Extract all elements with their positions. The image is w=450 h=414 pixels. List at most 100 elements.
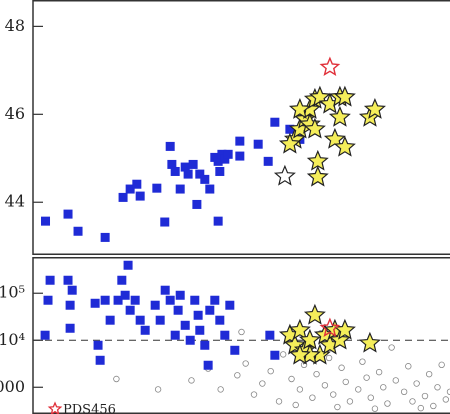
data-square (40, 330, 50, 340)
plot-area (33, 260, 450, 412)
data-circle (388, 344, 395, 351)
data-square (135, 191, 145, 201)
data-star (333, 135, 356, 157)
data-square (270, 117, 280, 127)
annotation: PDS456 (63, 403, 116, 414)
data-square (125, 305, 135, 315)
data-circle (425, 370, 433, 378)
data-square (185, 335, 195, 345)
data-square (123, 260, 133, 270)
data-square (205, 184, 215, 194)
data-circle (154, 386, 162, 393)
data-square (152, 183, 162, 193)
data-square (125, 184, 135, 194)
data-circle (400, 388, 408, 396)
data-square (193, 310, 203, 320)
data-square (41, 216, 51, 226)
data-star (303, 117, 326, 139)
data-square (223, 149, 233, 159)
data-circle (442, 396, 450, 403)
data-square (105, 315, 115, 325)
data-square (160, 285, 170, 295)
data-circle (342, 378, 349, 386)
data-square (235, 136, 245, 146)
y-tick-label: 1000 (0, 377, 25, 396)
data-square (170, 330, 180, 340)
data-square (195, 325, 205, 335)
data-square (183, 169, 193, 179)
data-circle (250, 391, 258, 398)
data-circle (113, 375, 120, 383)
data-open-star (319, 56, 341, 76)
data-star (306, 165, 329, 187)
data-circle (375, 368, 383, 376)
data-circle (280, 351, 287, 358)
data-square (180, 320, 190, 330)
data-square (217, 149, 227, 159)
data-circle (367, 394, 374, 401)
data-circle (413, 380, 420, 387)
data-square (45, 275, 55, 285)
data-square (173, 305, 183, 315)
data-star (303, 303, 326, 325)
data-circle (434, 384, 441, 391)
data-circle (355, 386, 362, 393)
data-square (155, 315, 165, 325)
data-circle (363, 374, 370, 381)
data-square (213, 216, 223, 226)
data-circle (380, 384, 387, 391)
data-square (65, 323, 75, 333)
data-circle (267, 367, 274, 375)
data-square (165, 141, 175, 151)
data-circle (296, 386, 304, 393)
data-circle (325, 354, 333, 362)
data-circle (188, 377, 195, 384)
data-square (63, 275, 73, 285)
data-square (73, 226, 83, 236)
data-circle (338, 364, 345, 371)
data-square (150, 300, 160, 310)
annotation-marker (47, 401, 63, 414)
data-star (328, 328, 351, 350)
data-circle (334, 403, 341, 411)
data-square (63, 209, 73, 219)
data-circle (371, 405, 379, 412)
data-square (67, 285, 77, 295)
data-square (160, 217, 170, 227)
data-square (100, 232, 110, 242)
data-square (188, 159, 198, 169)
data-circle (421, 392, 429, 400)
data-square (132, 179, 142, 189)
data-square (263, 156, 273, 166)
data-square (93, 340, 103, 350)
data-star (328, 105, 351, 127)
data-circle (238, 328, 245, 336)
data-square (130, 295, 140, 305)
data-circle (234, 372, 241, 379)
data-square (203, 360, 213, 370)
data-square (253, 139, 263, 149)
data-square (195, 169, 205, 179)
data-square (167, 159, 177, 169)
data-star (273, 164, 296, 186)
data-square (140, 325, 150, 335)
data-circle (409, 398, 416, 405)
y-tick-label: 10⁴ (0, 330, 25, 349)
data-square (100, 295, 110, 305)
data-square (118, 192, 128, 202)
data-open-star (319, 317, 341, 337)
data-circle (330, 391, 337, 398)
data-circle (417, 404, 425, 412)
data-circle (217, 386, 224, 393)
data-square (120, 290, 130, 300)
data-square (135, 315, 145, 325)
data-circle (288, 375, 295, 383)
data-circle (321, 382, 329, 389)
data-star (288, 97, 311, 119)
data-star (288, 343, 311, 365)
data-circle (430, 402, 437, 410)
data-circle (275, 398, 283, 405)
data-square (213, 156, 223, 166)
